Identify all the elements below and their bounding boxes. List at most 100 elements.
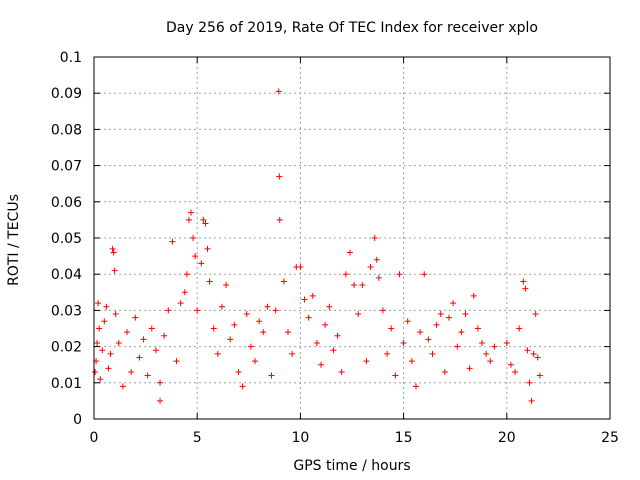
data-point <box>192 253 199 260</box>
data-point <box>466 365 473 372</box>
data-point <box>112 311 119 318</box>
data-point <box>194 307 201 314</box>
data-point <box>202 220 209 227</box>
data-point <box>516 325 523 332</box>
data-point <box>289 350 296 357</box>
data-point <box>165 307 172 314</box>
y-tick-label: 0.07 <box>51 159 82 175</box>
data-point <box>119 383 126 390</box>
data-point <box>111 267 118 274</box>
y-tick-label: 0.04 <box>51 267 82 283</box>
data-point <box>338 368 345 375</box>
data-point <box>188 209 195 216</box>
data-point <box>103 303 110 310</box>
data-point <box>297 263 304 270</box>
data-point <box>251 358 258 365</box>
data-point <box>105 365 112 372</box>
data-point <box>128 368 135 375</box>
x-tick-label: 10 <box>291 430 309 446</box>
data-point <box>330 347 337 354</box>
data-point <box>384 350 391 357</box>
data-point <box>227 336 234 343</box>
data-point <box>412 383 419 390</box>
data-point <box>355 311 362 318</box>
data-point <box>396 271 403 278</box>
data-point <box>157 379 164 386</box>
data-point <box>94 339 101 346</box>
data-point <box>503 339 510 346</box>
data-point <box>107 350 114 357</box>
x-tick-label: 0 <box>90 430 99 446</box>
data-point <box>404 318 411 325</box>
data-point <box>243 311 250 318</box>
data-point <box>309 292 316 299</box>
data-point <box>326 303 333 310</box>
y-tick-label: 0.09 <box>51 86 82 102</box>
data-point <box>454 343 461 350</box>
data-point <box>512 368 519 375</box>
data-point <box>313 339 320 346</box>
data-point <box>231 321 238 328</box>
data-point <box>373 256 380 263</box>
data-point <box>173 358 180 365</box>
data-point <box>408 358 415 365</box>
data-point <box>235 368 242 375</box>
data-point <box>400 339 407 346</box>
y-tick-label: 0.06 <box>51 195 82 211</box>
x-tick-label: 20 <box>498 430 516 446</box>
data-point <box>92 368 99 375</box>
y-tick-label: 0.05 <box>51 231 82 247</box>
x-tick-label: 15 <box>395 430 413 446</box>
data-point <box>183 271 190 278</box>
data-point <box>433 321 440 328</box>
data-point <box>132 314 139 321</box>
data-point <box>318 361 325 368</box>
data-point <box>206 278 213 285</box>
data-point <box>487 358 494 365</box>
data-point <box>247 343 254 350</box>
chart-title: Day 256 of 2019, Rate Of TEC Index for r… <box>166 20 538 36</box>
data-point <box>522 285 529 292</box>
data-point <box>532 311 539 318</box>
x-tick-label: 25 <box>601 430 619 446</box>
data-point <box>483 350 490 357</box>
data-point <box>530 350 537 357</box>
data-point <box>280 278 287 285</box>
y-axis-label: ROTI / TECUs <box>6 194 22 286</box>
data-point <box>351 282 358 289</box>
grid <box>94 57 610 419</box>
data-point <box>109 245 116 252</box>
y-tick-label: 0.02 <box>51 340 82 356</box>
data-point <box>260 329 267 336</box>
data-point <box>421 271 428 278</box>
data-point <box>214 350 221 357</box>
y-tick-label: 0.1 <box>60 50 82 66</box>
data-point <box>276 216 283 223</box>
data-point <box>524 347 531 354</box>
data-point <box>181 289 188 296</box>
data-point <box>264 303 271 310</box>
data-point <box>388 325 395 332</box>
data-point <box>198 260 205 267</box>
data-point <box>110 249 117 256</box>
data-point <box>301 296 308 303</box>
data-point <box>218 303 225 310</box>
plot-frame <box>93 56 611 420</box>
data-point <box>322 321 329 328</box>
data-point <box>144 372 151 379</box>
data-point <box>462 311 469 318</box>
y-ticks: 0 0.01 0.02 0.03 0.04 0.05 0.06 0.07 0.08 0.09 0.1 <box>51 50 610 428</box>
data-point <box>275 88 282 95</box>
y-tick-label: 0.03 <box>51 303 82 319</box>
data-points <box>92 88 543 404</box>
data-point <box>363 358 370 365</box>
data-point <box>425 336 432 343</box>
data-point <box>99 347 106 354</box>
data-point <box>223 282 230 289</box>
data-point <box>367 263 374 270</box>
data-point <box>342 271 349 278</box>
data-point <box>429 350 436 357</box>
data-point <box>169 238 176 245</box>
data-point <box>534 354 541 361</box>
data-point <box>520 278 527 285</box>
